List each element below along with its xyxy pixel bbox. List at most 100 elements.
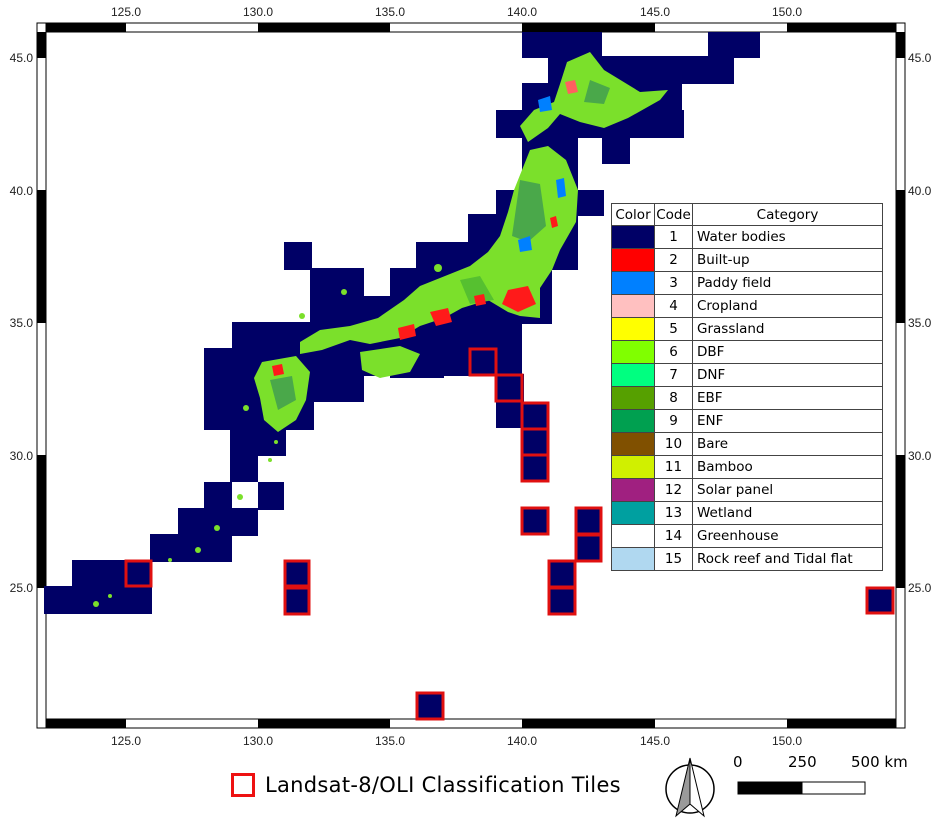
scale-label-250: 250 [788,753,817,771]
legend-code: 15 [654,547,693,571]
lon-tick-label: 145.0 [640,5,670,19]
frame-segment [258,719,390,728]
legend-row: 3 Paddy field [611,271,883,295]
legend-color-swatch [611,455,655,479]
legend-code: 1 [654,225,693,249]
legend-category: Cropland [692,294,883,318]
lon-tick-label: 135.0 [375,5,405,19]
left-frame-bar [36,22,47,729]
north-arrow-icon [665,757,715,818]
legend-row: 13 Wetland [611,501,883,525]
legend-color-swatch [611,294,655,318]
legend-category: ENF [692,409,883,433]
frame-segment [37,190,46,323]
legend-row: 7 DNF [611,363,883,387]
legend-color-swatch [611,317,655,341]
frame-segment [46,23,126,32]
legend-code: 13 [654,501,693,525]
legend-row: 9 ENF [611,409,883,433]
legend-header-category: Category [692,203,883,226]
lon-tick-label: 140.0 [507,734,537,748]
frame-segment [37,32,46,58]
legend-color-swatch [611,225,655,249]
legend-row: 10 Bare [611,432,883,456]
legend-header-code: Code [654,203,693,226]
frame-segment [522,719,655,728]
frame-tick-segments [37,23,905,728]
legend-code: 2 [654,248,693,272]
legend-color-swatch [611,432,655,456]
lat-tick-label: 40.0 [908,184,932,198]
japan-landmass [93,52,668,607]
lat-ticks-left: 45.0 40.0 35.0 30.0 25.0 [10,51,34,595]
legend-row: 5 Grassland [611,317,883,341]
scale-label-0: 0 [733,753,743,771]
scale-bar [737,781,866,795]
legend-category: DBF [692,340,883,364]
legend-code: 3 [654,271,693,295]
lat-ticks-right: 45.0 40.0 35.0 30.0 25.0 [908,51,932,595]
legend-color-swatch [611,271,655,295]
frame-segment [258,23,390,32]
frame-segment [787,719,896,728]
legend-code: 7 [654,363,693,387]
legend-code: 10 [654,432,693,456]
legend-code: 8 [654,386,693,410]
legend-color-swatch [611,501,655,525]
lat-tick-label: 25.0 [10,581,34,595]
scale-label-500: 500 km [851,753,908,771]
lon-tick-label: 130.0 [243,734,273,748]
right-frame-bar [895,22,906,729]
legend-row: 8 EBF [611,386,883,410]
lat-tick-label: 45.0 [10,51,34,65]
legend-header-color: Color [611,203,655,226]
tiles-legend: Landsat-8/OLI Classification Tiles [231,773,621,797]
lat-tick-label: 30.0 [908,449,932,463]
lon-tick-label: 150.0 [772,5,802,19]
legend-category: DNF [692,363,883,387]
legend-color-swatch [611,363,655,387]
legend-category: Water bodies [692,225,883,249]
legend-color-swatch [611,386,655,410]
landcover-legend-table: Color Code Category 1 Water bodies 2 Built-… [611,203,883,571]
frame-segment [896,32,905,58]
legend-code: 9 [654,409,693,433]
legend-code: 11 [654,455,693,479]
frame-segment [46,719,126,728]
legend-category: Greenhouse [692,524,883,548]
landsat-tiles [124,347,895,721]
lon-ticks-top: 125.0 130.0 135.0 140.0 145.0 150.0 [111,5,802,19]
legend-row: 4 Cropland [611,294,883,318]
legend-row: 12 Solar panel [611,478,883,502]
legend-category: Wetland [692,501,883,525]
legend-code: 14 [654,524,693,548]
legend-code: 4 [654,294,693,318]
legend-color-swatch [611,478,655,502]
bottom-frame-bar [36,718,906,729]
lon-tick-label: 125.0 [111,734,141,748]
legend-code: 5 [654,317,693,341]
lat-tick-label: 40.0 [10,184,34,198]
legend-category: Bamboo [692,455,883,479]
legend-category: Paddy field [692,271,883,295]
frame-segment [896,190,905,323]
legend-category: Grassland [692,317,883,341]
legend-category: EBF [692,386,883,410]
frame-segment [522,23,655,32]
tiles-legend-label: Landsat-8/OLI Classification Tiles [265,773,621,797]
lon-ticks-bottom: 125.0 130.0 135.0 140.0 145.0 150.0 [111,734,802,748]
lon-tick-label: 130.0 [243,5,273,19]
top-frame-bar [36,22,906,33]
legend-category: Solar panel [692,478,883,502]
legend-row: 6 DBF [611,340,883,364]
lat-tick-label: 35.0 [908,316,932,330]
frame-segment [787,23,896,32]
frame-segment [896,455,905,588]
lon-tick-label: 150.0 [772,734,802,748]
legend-code: 12 [654,478,693,502]
legend-color-swatch [611,547,655,571]
legend-color-swatch [611,340,655,364]
legend-color-swatch [611,524,655,548]
lon-tick-label: 140.0 [507,5,537,19]
legend-category: Bare [692,432,883,456]
